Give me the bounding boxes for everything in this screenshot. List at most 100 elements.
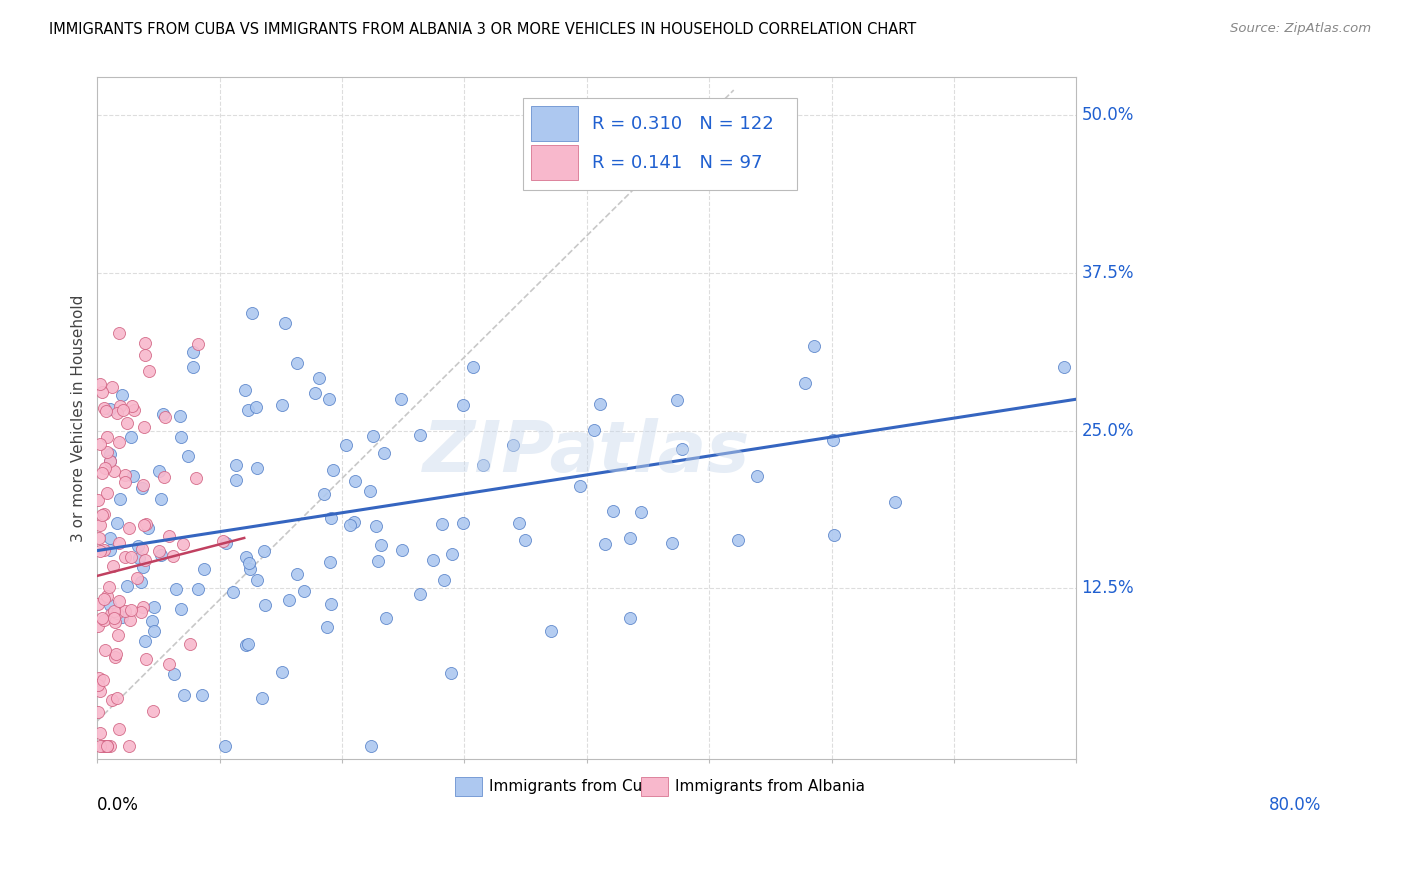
Point (105, 516, 128, 531)
Point (131, 599, 153, 614)
Point (240, 306, 263, 320)
Point (108, 536, 131, 550)
Point (285, 566, 308, 581)
Point (135, 516, 157, 531)
Point (107, 594, 129, 608)
Point (153, 409, 176, 424)
Point (254, 598, 277, 612)
Point (125, 572, 148, 586)
Point (93, 461, 115, 475)
Point (433, 574, 456, 588)
Point (339, 517, 361, 532)
Point (502, 438, 524, 452)
Point (215, 536, 238, 550)
Point (94, 739, 117, 754)
Point (98, 401, 121, 416)
Point (94, 404, 117, 418)
Point (87, 597, 110, 611)
Point (91, 467, 114, 481)
Point (619, 611, 641, 625)
Point (823, 528, 845, 542)
Point (134, 348, 156, 362)
Point (89, 739, 111, 754)
Point (93, 543, 115, 558)
Point (593, 537, 616, 551)
Point (312, 487, 335, 501)
Point (134, 552, 156, 566)
Point (316, 620, 339, 634)
Point (93, 401, 115, 415)
Point (96, 445, 118, 459)
Point (803, 339, 825, 353)
Point (359, 483, 381, 498)
Point (170, 602, 193, 616)
Point (152, 407, 174, 421)
Point (821, 433, 844, 447)
Point (141, 614, 163, 628)
Point (165, 582, 187, 597)
Point (157, 529, 180, 543)
Point (453, 516, 475, 530)
Point (391, 542, 413, 557)
Point (100, 380, 122, 394)
Point (238, 556, 260, 570)
Bar (531, 106, 578, 142)
Point (103, 464, 125, 478)
Point (142, 624, 165, 638)
Point (235, 384, 257, 398)
Point (108, 326, 131, 340)
Point (90, 385, 112, 400)
Point (89, 726, 111, 740)
Point (389, 392, 412, 406)
Point (225, 458, 247, 472)
Point (114, 604, 136, 618)
Point (98, 532, 121, 546)
Text: R = 0.141   N = 97: R = 0.141 N = 97 (592, 153, 762, 171)
Point (343, 474, 366, 488)
Point (176, 449, 198, 463)
Text: Source: ZipAtlas.com: Source: ZipAtlas.com (1230, 22, 1371, 36)
Point (89, 436, 111, 450)
Point (271, 398, 294, 412)
Point (245, 400, 267, 414)
Point (360, 739, 382, 754)
Point (87, 493, 110, 508)
Point (134, 419, 156, 434)
Point (169, 409, 191, 423)
Point (86, 706, 108, 720)
Point (93, 592, 115, 607)
Point (1053, 360, 1076, 375)
Point (98, 447, 121, 461)
Point (101, 559, 124, 574)
Point (107, 723, 129, 737)
Text: Immigrants from Cuba: Immigrants from Cuba (489, 779, 661, 794)
Point (100, 607, 122, 621)
Point (451, 398, 474, 412)
Point (409, 587, 432, 601)
Point (134, 336, 156, 351)
Point (105, 690, 128, 705)
Point (661, 536, 683, 550)
Point (430, 516, 453, 531)
Point (122, 469, 145, 483)
Point (409, 428, 432, 442)
Point (162, 549, 184, 564)
Point (236, 402, 259, 417)
Point (129, 574, 152, 589)
Point (235, 549, 257, 564)
Text: 50.0%: 50.0% (1081, 106, 1133, 124)
Point (214, 739, 236, 754)
Point (187, 337, 209, 351)
Text: R = 0.310   N = 122: R = 0.310 N = 122 (592, 115, 773, 133)
Point (120, 549, 142, 564)
Point (179, 637, 201, 651)
Point (148, 543, 170, 558)
Point (132, 517, 155, 532)
Point (225, 473, 247, 487)
Point (793, 376, 815, 390)
Point (111, 388, 134, 402)
Point (142, 600, 165, 615)
Point (319, 597, 342, 611)
Point (236, 637, 259, 651)
Point (183, 360, 205, 375)
